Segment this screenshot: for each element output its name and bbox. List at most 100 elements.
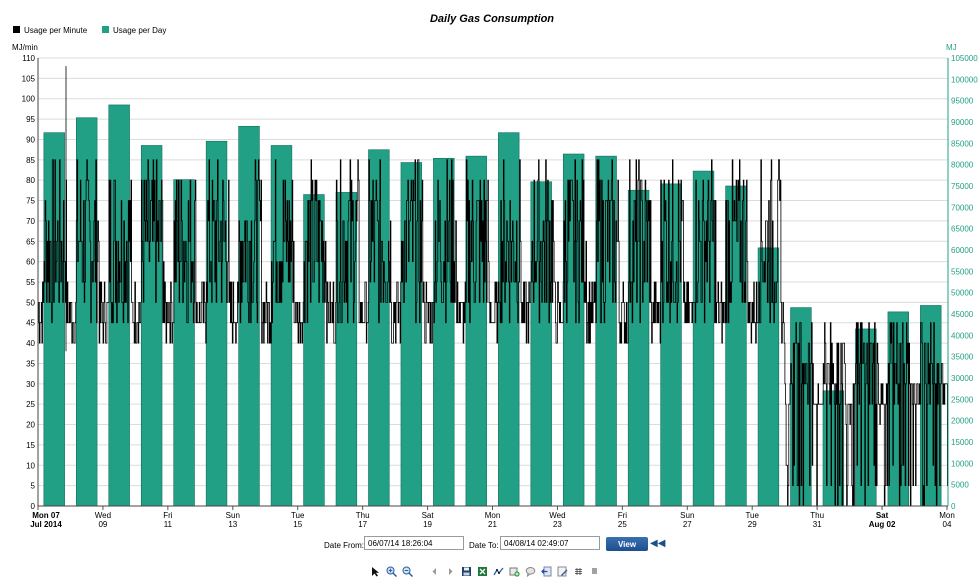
x-tick-label-bottom: 11 (164, 520, 173, 529)
day-bar (270, 145, 293, 507)
x-tick-label-bottom: 21 (488, 520, 497, 529)
add-annotation-icon[interactable] (509, 566, 520, 577)
right-tick-label: 75000 (951, 182, 974, 191)
date-range-controls: Date From: 06/07/14 18:26:04 Date To: 04… (0, 536, 980, 554)
legend: Usage per Minute Usage per Day (13, 26, 166, 35)
x-tick-label-bottom: 15 (293, 520, 302, 529)
back-icon[interactable] (541, 566, 552, 577)
left-tick-label: 5 (31, 482, 36, 491)
x-tick-label-top: Sun (680, 511, 694, 520)
daily-usage-bars (43, 104, 942, 507)
x-tick-label-top: Wed (549, 511, 565, 520)
left-tick-label: 80 (26, 176, 35, 185)
right-tick-label: 90000 (951, 118, 974, 127)
left-tick-label: 10 (26, 461, 35, 470)
legend-label-day: Usage per Day (113, 26, 166, 35)
day-bar (43, 132, 65, 507)
left-tick-label: 40 (26, 339, 35, 348)
left-tick-label: 85 (26, 156, 35, 165)
legend-swatch-day (102, 26, 109, 33)
x-tick-label-top: Thu (356, 511, 370, 520)
next-icon[interactable] (445, 566, 456, 577)
right-tick-label: 20000 (951, 417, 974, 426)
grid-icon[interactable] (573, 566, 584, 577)
x-tick-label-top: Tue (745, 511, 759, 520)
left-tick-label: 110 (22, 54, 35, 63)
x-tick-label-bottom: 29 (748, 520, 757, 529)
right-tick-label: 15000 (951, 438, 974, 447)
left-tick-label: 30 (26, 380, 35, 389)
right-tick-label: 105000 (951, 54, 978, 63)
right-tick-label: 70000 (951, 203, 974, 212)
x-tick-label-top: Tue (291, 511, 305, 520)
x-tick-label-top: Mon (485, 511, 501, 520)
comment-icon[interactable] (525, 566, 536, 577)
left-tick-label: 60 (26, 258, 35, 267)
minute-usage-trace (38, 159, 949, 507)
x-tick-label-top: Sun (226, 511, 240, 520)
right-axis-unit: MJ (946, 43, 957, 52)
zoom-in-icon[interactable] (386, 566, 397, 577)
right-tick-label: 55000 (951, 267, 974, 276)
day-bar (173, 179, 195, 507)
left-tick-label: 70 (26, 217, 35, 226)
prev-icon[interactable] (429, 566, 440, 577)
left-axis: 0 5 10 15 20 25 30 35 40 45 50 55 60 65 70 75 80 85 90 95 10… (22, 54, 36, 511)
x-tick-label-top: Sat (422, 511, 435, 520)
left-tick-label: 105 (22, 74, 36, 83)
x-tick-label-bottom: Aug 02 (869, 520, 896, 529)
rewind-icon[interactable]: ◀◀ (650, 538, 666, 549)
x-tick-label-bottom: 23 (553, 520, 562, 529)
date-to-input[interactable]: 04/08/14 02:49:07 (500, 536, 600, 550)
date-from-label: Date From: (324, 541, 365, 550)
x-tick-label-top: Wed (95, 511, 111, 520)
x-tick-label-top: Fri (163, 511, 173, 520)
x-tick-label-top: Sat (876, 511, 889, 520)
right-tick-label: 65000 (951, 225, 974, 234)
x-tick-label-bottom: 17 (358, 520, 367, 529)
x-tick-label-bottom: 04 (943, 520, 952, 529)
excel-icon[interactable] (477, 566, 488, 577)
right-tick-label: 95000 (951, 97, 974, 106)
left-tick-label: 95 (26, 115, 35, 124)
x-tick-label-bottom: 19 (423, 520, 432, 529)
x-tick-label-bottom: 27 (683, 520, 692, 529)
pointer-icon[interactable] (370, 566, 381, 577)
right-tick-label: 30000 (951, 374, 974, 383)
x-tick-label-top: Thu (810, 511, 824, 520)
left-tick-label: 50 (26, 298, 35, 307)
zoom-out-icon[interactable] (402, 566, 413, 577)
left-tick-label: 75 (26, 197, 35, 206)
right-tick-label: 40000 (951, 331, 974, 340)
date-from-input[interactable]: 06/07/14 18:26:04 (364, 536, 464, 550)
date-to-label: Date To: (469, 541, 499, 550)
left-tick-label: 65 (26, 237, 35, 246)
x-tick-label-top: Fri (618, 511, 628, 520)
chart-title: Daily Gas Consumption (430, 13, 554, 25)
line-chart-icon[interactable] (493, 566, 504, 577)
x-tick-label-bottom: Jul 2014 (30, 520, 62, 529)
plot-frame (37, 58, 949, 507)
x-tick-label-top: Mon 07 (32, 511, 60, 520)
edit-icon[interactable] (557, 566, 568, 577)
left-tick-label: 90 (26, 135, 35, 144)
left-tick-label: 25 (26, 400, 35, 409)
list-icon[interactable] (589, 566, 600, 577)
view-button[interactable]: View (606, 537, 648, 551)
right-tick-label: 85000 (951, 139, 974, 148)
left-axis-unit: MJ/min (12, 43, 38, 52)
x-tick-label-bottom: 13 (228, 520, 237, 529)
left-tick-label: 35 (26, 359, 35, 368)
chart-toolbar (370, 563, 600, 579)
right-tick-label: 0 (951, 502, 956, 511)
right-tick-label: 10000 (951, 459, 974, 468)
right-tick-label: 50000 (951, 289, 974, 298)
x-tick-label-bottom: 25 (618, 520, 627, 529)
x-tick-label-bottom: 09 (98, 520, 107, 529)
save-icon[interactable] (461, 566, 472, 577)
right-axis: 0 5000 10000 15000 20000 25000 30000 35000 40000… (951, 54, 978, 511)
left-tick-label: 0 (31, 502, 36, 511)
left-tick-label: 55 (26, 278, 35, 287)
left-tick-label: 20 (26, 421, 35, 430)
